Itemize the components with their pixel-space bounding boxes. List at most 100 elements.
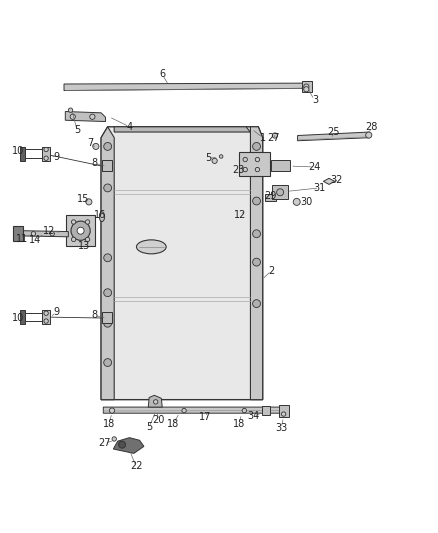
Circle shape <box>153 400 158 404</box>
Circle shape <box>85 220 90 224</box>
Text: 6: 6 <box>159 69 165 79</box>
Circle shape <box>77 227 84 234</box>
Bar <box>20 310 25 324</box>
FancyBboxPatch shape <box>239 152 270 176</box>
FancyBboxPatch shape <box>272 185 288 199</box>
Circle shape <box>86 199 92 205</box>
Ellipse shape <box>137 240 166 254</box>
Text: 16: 16 <box>94 210 106 220</box>
Circle shape <box>71 220 76 224</box>
Circle shape <box>253 166 261 174</box>
Circle shape <box>119 441 126 448</box>
Circle shape <box>282 412 286 416</box>
Bar <box>279 405 289 417</box>
Circle shape <box>93 143 99 149</box>
Text: 5: 5 <box>205 153 211 163</box>
Text: 34: 34 <box>247 411 259 421</box>
Text: 8: 8 <box>92 158 98 168</box>
Circle shape <box>182 408 186 413</box>
Circle shape <box>112 437 117 441</box>
PathPatch shape <box>101 127 114 400</box>
Text: 25: 25 <box>327 127 339 137</box>
PathPatch shape <box>101 127 263 400</box>
Text: 5: 5 <box>74 125 80 135</box>
Bar <box>302 81 311 92</box>
Polygon shape <box>323 179 335 184</box>
Circle shape <box>243 157 247 161</box>
Circle shape <box>253 258 261 266</box>
Ellipse shape <box>99 212 105 222</box>
Text: 28: 28 <box>366 122 378 132</box>
Bar <box>262 406 270 415</box>
Text: 2: 2 <box>268 266 275 276</box>
Circle shape <box>255 157 260 161</box>
Polygon shape <box>148 395 162 407</box>
Text: 5: 5 <box>146 422 152 432</box>
Bar <box>42 310 50 324</box>
Circle shape <box>253 197 261 205</box>
Circle shape <box>44 147 48 152</box>
Text: 33: 33 <box>275 423 287 433</box>
Text: 24: 24 <box>308 162 320 172</box>
Circle shape <box>212 158 217 164</box>
Text: 20: 20 <box>152 415 165 425</box>
Text: 7: 7 <box>87 139 93 148</box>
Polygon shape <box>297 132 370 141</box>
Circle shape <box>219 155 223 158</box>
Circle shape <box>68 108 73 112</box>
Text: 15: 15 <box>77 194 89 204</box>
Circle shape <box>90 114 95 119</box>
Circle shape <box>366 132 372 138</box>
Circle shape <box>44 156 48 160</box>
Circle shape <box>71 237 76 241</box>
Text: 27: 27 <box>267 133 280 143</box>
Circle shape <box>71 221 90 240</box>
Circle shape <box>85 237 90 241</box>
Text: 9: 9 <box>53 308 60 317</box>
Text: 13: 13 <box>78 240 90 251</box>
Bar <box>102 160 112 171</box>
Circle shape <box>242 408 247 413</box>
Circle shape <box>104 359 112 367</box>
Text: 10: 10 <box>12 313 24 323</box>
Text: 3: 3 <box>312 95 318 104</box>
Circle shape <box>255 167 260 172</box>
Circle shape <box>70 114 75 119</box>
Bar <box>20 147 25 161</box>
Bar <box>42 147 50 161</box>
Polygon shape <box>103 407 287 413</box>
Bar <box>13 226 23 241</box>
Text: 31: 31 <box>313 183 325 193</box>
Polygon shape <box>114 127 251 132</box>
Text: 11: 11 <box>15 235 28 245</box>
Circle shape <box>104 289 112 297</box>
Text: 18: 18 <box>103 419 115 429</box>
Circle shape <box>104 319 112 327</box>
Circle shape <box>253 142 261 150</box>
Text: 1: 1 <box>260 133 266 143</box>
Text: 29: 29 <box>264 191 277 201</box>
Text: 10: 10 <box>12 146 24 156</box>
Circle shape <box>104 162 112 170</box>
Polygon shape <box>65 111 106 122</box>
Circle shape <box>253 230 261 238</box>
Polygon shape <box>64 83 306 91</box>
Text: 17: 17 <box>199 412 211 422</box>
Text: 18: 18 <box>233 419 245 429</box>
Text: 30: 30 <box>300 197 312 207</box>
Circle shape <box>44 319 48 323</box>
Circle shape <box>253 300 261 308</box>
Polygon shape <box>22 231 68 237</box>
Circle shape <box>104 142 112 150</box>
Text: 27: 27 <box>99 438 111 448</box>
Circle shape <box>272 133 278 138</box>
Circle shape <box>104 254 112 262</box>
Text: 9: 9 <box>53 152 60 163</box>
Circle shape <box>31 231 35 236</box>
Text: 18: 18 <box>167 419 179 429</box>
Text: 14: 14 <box>28 235 41 245</box>
Bar <box>271 160 290 171</box>
Circle shape <box>304 84 309 89</box>
Circle shape <box>243 167 247 172</box>
Text: 32: 32 <box>331 175 343 185</box>
